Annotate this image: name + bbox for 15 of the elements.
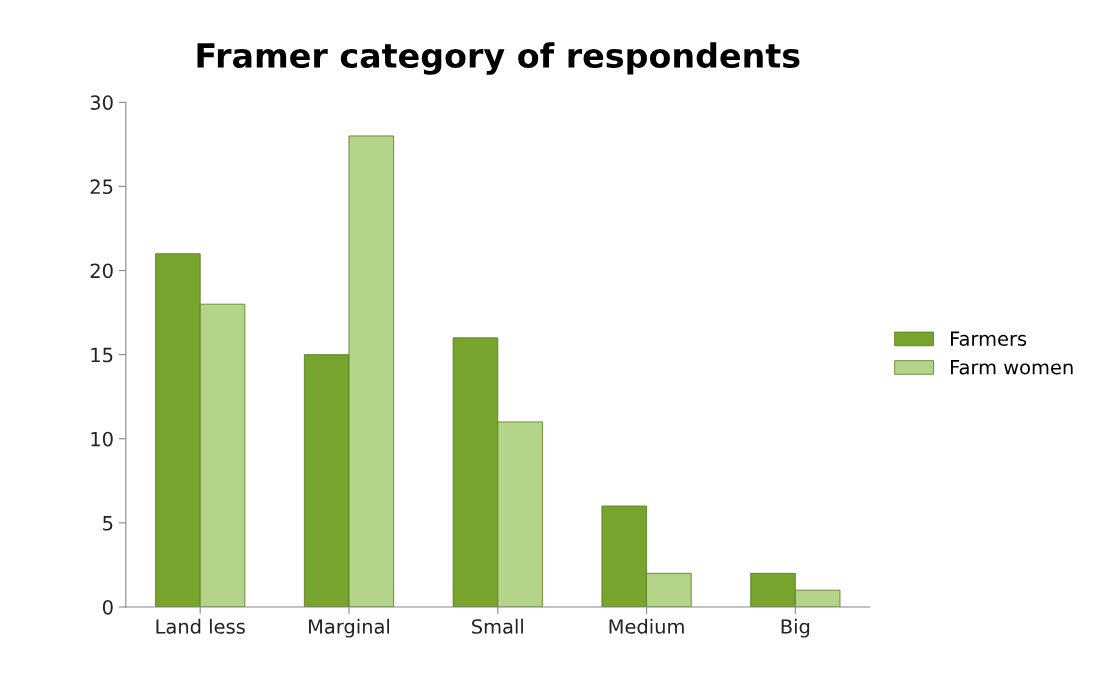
x-tick-label: Big [781,618,810,638]
x-tick-label: Medium [609,618,684,634]
y-tick-label: 10 [91,431,113,447]
y-tick-label: 0 [102,599,113,615]
y-tick-label: 5 [103,516,113,531]
chart-title: Framer category of respondents [197,42,800,75]
y-tick-label: 20 [90,263,113,279]
legend-label: Farm women [951,360,1073,375]
y-tick-label: 25 [90,179,113,195]
y-tick-label: 15 [91,347,113,363]
legend-label: Farmers [951,331,1027,347]
x-tick-label: Small [472,618,523,634]
x-tick-label: Marginal [309,618,390,638]
x-tick-label: Land less [156,618,245,634]
y-tick-label: 30 [90,95,113,110]
